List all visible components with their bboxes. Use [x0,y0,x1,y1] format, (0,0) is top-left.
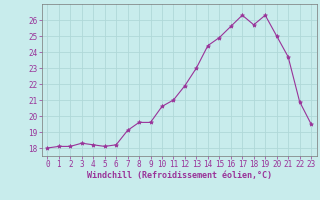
X-axis label: Windchill (Refroidissement éolien,°C): Windchill (Refroidissement éolien,°C) [87,171,272,180]
